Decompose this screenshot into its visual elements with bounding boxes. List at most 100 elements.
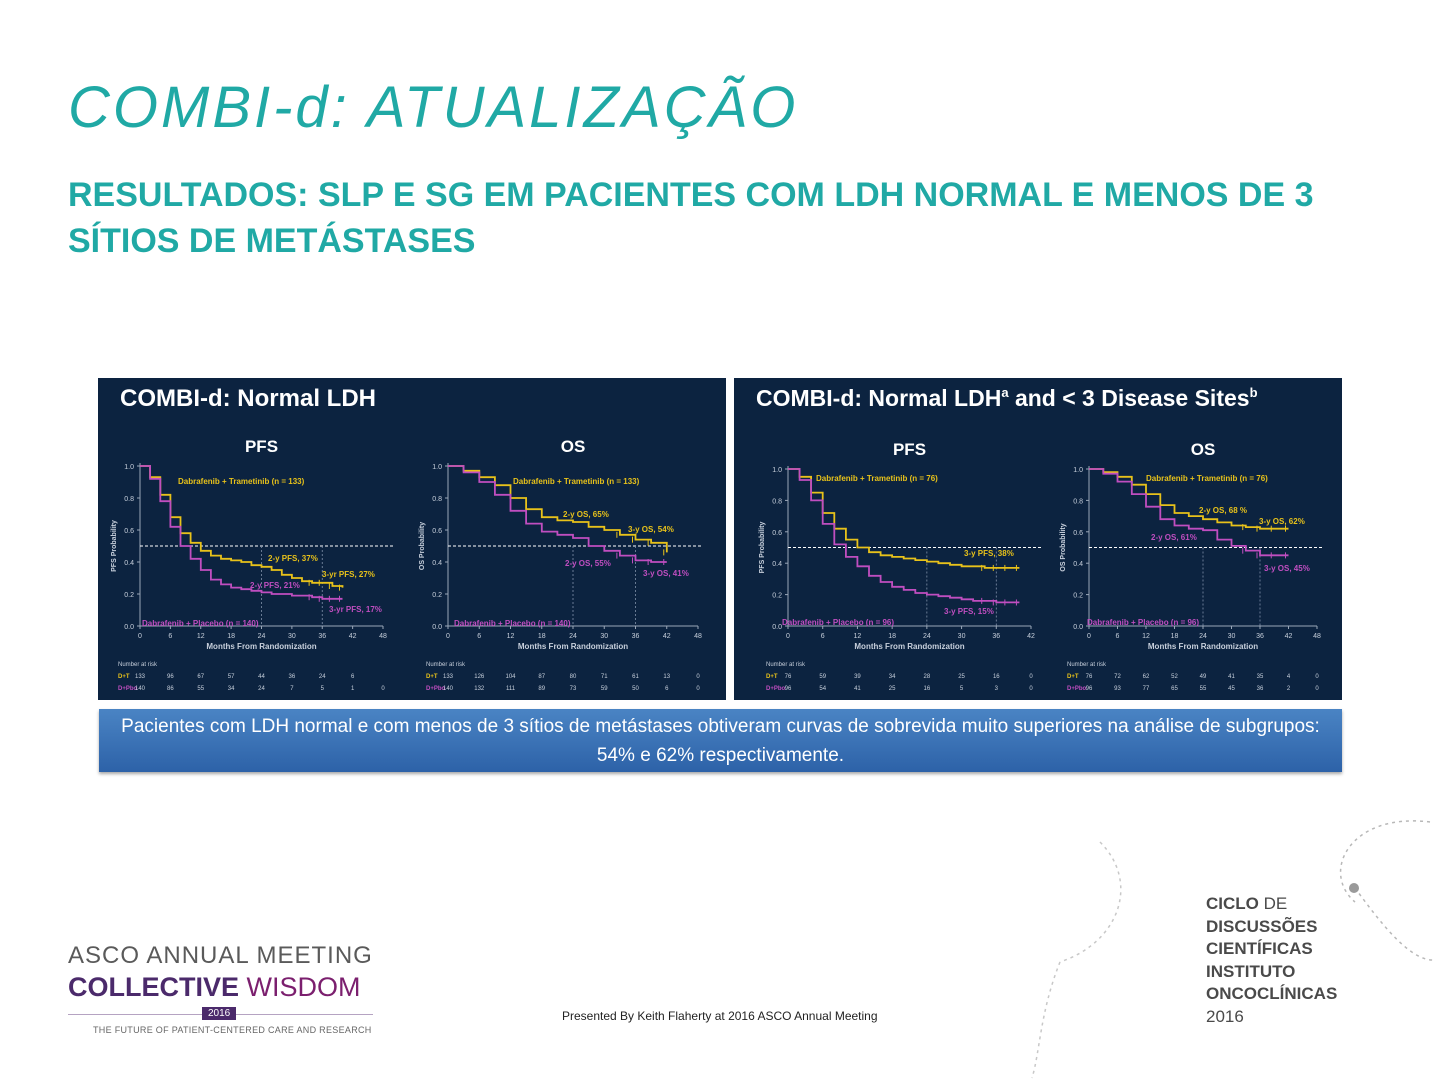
asco-logo-line2: COLLECTIVE WISDOM [68, 972, 373, 1003]
lt3-pfs-risk-value: 0 [1029, 686, 1033, 692]
lt3-os-ytick-label: 0.0 [1073, 624, 1083, 631]
lt3-os-risk-value: 36 [1257, 686, 1264, 692]
lt3-pfs-risk-value: 96 [785, 686, 792, 692]
lt3-os-xtick-label: 48 [1313, 633, 1321, 640]
lt3-os-annotation: 3-y OS, 45% [1264, 564, 1310, 573]
normal-ldh-pfs-legend-dt: Dabrafenib + Trametinib (n = 133) [178, 477, 305, 486]
normal-ldh-pfs-xtick-label: 12 [197, 633, 205, 640]
normal-ldh-pfs-series-dt-line [140, 465, 344, 588]
normal-ldh-pfs-xtick-label: 18 [227, 633, 235, 640]
lt3-pfs-risk-value: 39 [854, 674, 861, 680]
panel-title-left: COMBI-d: Normal LDH [120, 385, 376, 412]
lt3-os-risk-value: 72 [1114, 674, 1121, 680]
normal-ldh-pfs-risk-value: 34 [228, 686, 235, 692]
normal-ldh-os-risk-value: 140 [443, 686, 454, 692]
lt3-os-risk-label: D+Pbo [1067, 686, 1087, 692]
lt3-os-annotation: 3-y OS, 62% [1259, 517, 1305, 526]
normal-ldh-pfs-ytick-label: 1.0 [124, 464, 134, 471]
lt3-pfs-xtick-label: 6 [821, 633, 825, 640]
lt3-os-legend-pbo: Dabrafenib + Placebo (n = 96) [1087, 618, 1199, 627]
deco-arc-bottom [1031, 961, 1061, 1079]
asco-logo-tagline: THE FUTURE OF PATIENT-CENTERED CARE AND … [93, 1025, 372, 1035]
normal-ldh-pfs-risk-value: 57 [228, 674, 235, 680]
normal-ldh-pfs-risk-header: Number at risk [118, 662, 158, 668]
lt3-pfs-risk-value: 54 [819, 686, 826, 692]
normal-ldh-os-series-dt-line [448, 465, 668, 553]
lt3-os-risk-value: 93 [1114, 686, 1121, 692]
slide-subtitle: RESULTADOS: SLP E SG EM PACIENTES COM LD… [68, 176, 1314, 260]
normal-ldh-os-risk-value: 126 [474, 674, 485, 680]
lt3-os-series-pbo-line [1089, 468, 1289, 557]
lt3-pfs-xtick-label: 42 [1027, 633, 1035, 640]
normal-ldh-os-annotation: 3-y OS, 41% [643, 569, 689, 578]
normal-ldh-pfs-risk-value: 96 [167, 674, 174, 680]
normal-ldh-os-xtick-label: 18 [538, 633, 546, 640]
lt3-os-risk-value: 49 [1200, 674, 1207, 680]
normal-ldh-pfs-xtick-label: 6 [168, 633, 172, 640]
lt3-os-risk-value: 2 [1287, 686, 1291, 692]
normal-ldh-os-risk-label: D+Pbo [426, 686, 446, 692]
normal-ldh-pfs-title: PFS [245, 437, 278, 456]
normal-ldh-os-risk-value: 132 [474, 686, 485, 692]
normal-ldh-os-ytick-label: 0.6 [432, 528, 442, 535]
lt3-pfs-xtick-label: 12 [854, 633, 862, 640]
lt3-os-chart: OS 0.0 0.2 0.4 0.6 0.8 1.0 OS Probability 0 6 12 18… [1060, 440, 1322, 692]
normal-ldh-os-chart: OS 0.0 0.2 0.4 0.6 0.8 1.0 OS Probability 0 6 12 18… [419, 437, 703, 692]
lt3-os-legend-dt: Dabrafenib + Trametinib (n = 76) [1146, 474, 1268, 483]
lt3-pfs-risk-value: 0 [1029, 674, 1033, 680]
lt3-pfs-ytick-label: 0.4 [772, 561, 782, 568]
lt3-pfs-xtick-label: 18 [888, 633, 896, 640]
lt3-pfs-ytick-label: 0.2 [772, 593, 782, 600]
ciclo-logo: CICLO DE DISCUSSÕES CIENTÍFICAS INSTITUT… [1206, 893, 1337, 1028]
normal-ldh-pfs-risk-value: 0 [381, 686, 385, 692]
normal-ldh-pfs-ytick-label: 0.6 [124, 528, 134, 535]
lt3-os-risk-value: 35 [1257, 674, 1264, 680]
normal-ldh-os-risk-value: 87 [538, 674, 545, 680]
lt3-pfs-ytick-label: 0.8 [772, 498, 782, 505]
normal-ldh-pfs-xtick-label: 24 [258, 633, 266, 640]
lt3-pfs-chart: PFS 0.0 0.2 0.4 0.6 0.8 1.0 PFS Probability 0 6 12… [759, 440, 1041, 692]
normal-ldh-os-ytick-label: 0.8 [432, 496, 442, 503]
lt3-pfs-legend-pbo: Dabrafenib + Placebo (n = 96) [782, 618, 894, 627]
lt3-pfs-xlabel: Months From Randomization [854, 642, 964, 651]
normal-ldh-os-risk-value: 80 [570, 674, 577, 680]
ciclo-line2: DISCUSSÕES [1206, 916, 1318, 936]
normal-ldh-pfs-risk-value: 55 [197, 686, 204, 692]
conclusion-callout: Pacientes com LDH normal e com menos de … [99, 709, 1342, 772]
normal-ldh-os-risk-value: 13 [663, 674, 670, 680]
lt3-pfs-ytick-label: 0.6 [772, 530, 782, 537]
lt3-os-risk-value: 0 [1315, 686, 1319, 692]
deco-arc-right [1354, 887, 1436, 961]
normal-ldh-pfs-xtick-label: 0 [138, 633, 142, 640]
lt3-os-risk-value: 55 [1200, 686, 1207, 692]
ciclo-line3: CIENTÍFICAS [1206, 939, 1313, 958]
lt3-pfs-annotation: 3-y PFS, 15% [944, 607, 994, 616]
normal-ldh-os-risk-value: 6 [665, 686, 669, 692]
normal-ldh-pfs-series-pbo-line [140, 465, 343, 600]
normal-ldh-pfs-annotation: 2-y PFS, 37% [268, 554, 318, 563]
ciclo-line1: CICLO DE [1206, 893, 1337, 916]
panel-title-right-main: COMBI-d: Normal LDH [756, 385, 1001, 411]
normal-ldh-pfs-xlabel: Months From Randomization [206, 642, 316, 651]
normal-ldh-pfs-risk-label: D+T [118, 674, 130, 680]
normal-ldh-pfs-risk-value: 1 [351, 686, 355, 692]
lt3-os-xtick-label: 36 [1256, 633, 1264, 640]
normal-ldh-os-risk-value: 73 [570, 686, 577, 692]
presented-by-caption: Presented By Keith Flaherty at 2016 ASCO… [562, 1009, 878, 1023]
lt3-os-annotation: 2-y OS, 61% [1151, 533, 1197, 542]
lt3-os-risk-value: 77 [1143, 686, 1150, 692]
asco-logo-year-row: 2016 [68, 1007, 373, 1021]
normal-ldh-os-ytick-label: 0.4 [432, 560, 442, 567]
ciclo-word-de: DE [1263, 894, 1288, 913]
normal-ldh-pfs-risk-label: D+Pbo [118, 686, 138, 692]
normal-ldh-os-annotation: 2-y OS, 55% [565, 559, 611, 568]
ciclo-line6: 2016 [1206, 1006, 1244, 1026]
normal-ldh-os-ytick-label: 0.2 [432, 592, 442, 599]
normal-ldh-os-annotation: 2-y OS, 65% [563, 510, 609, 519]
normal-ldh-os-risk-value: 59 [601, 686, 608, 692]
ciclo-word-ciclo: CICLO [1206, 894, 1259, 913]
lt3-os-xtick-label: 12 [1142, 633, 1150, 640]
normal-ldh-os-xtick-label: 6 [477, 633, 481, 640]
asco-logo-year: 2016 [202, 1007, 237, 1020]
lt3-pfs-risk-value: 76 [785, 674, 792, 680]
